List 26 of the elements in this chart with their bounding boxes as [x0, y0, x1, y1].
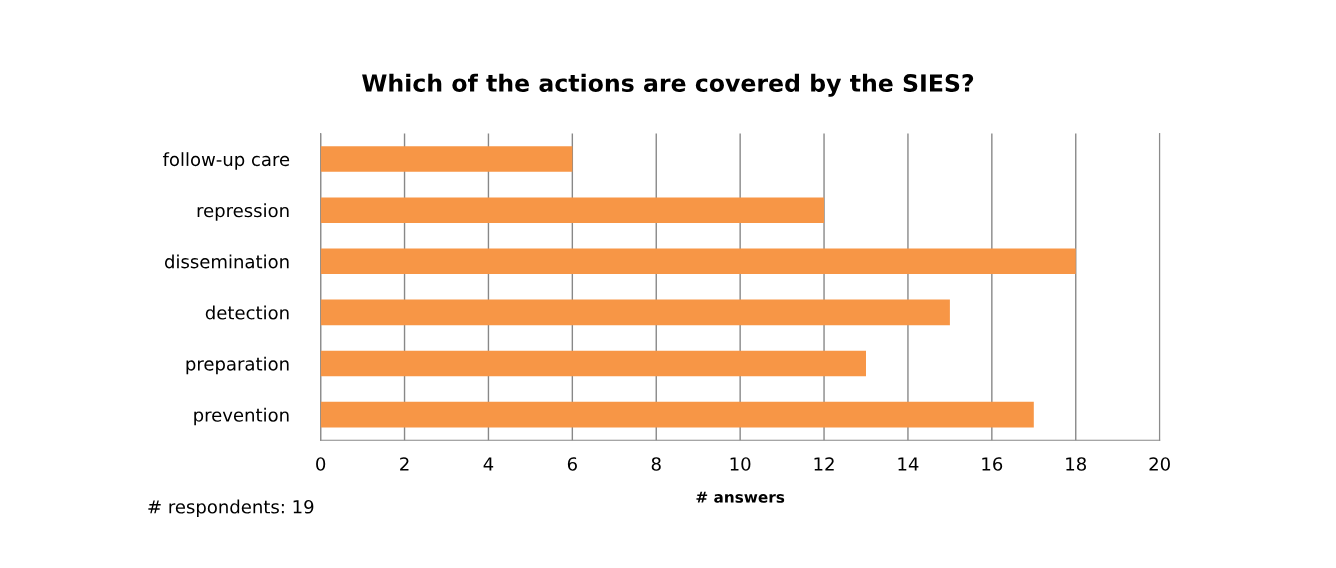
x-tick-label: 16 — [982, 457, 1003, 471]
chart-title: Which of the actions are covered by the SIES? — [362, 73, 974, 97]
x-tick-label: 0 — [316, 457, 326, 471]
bar — [320, 197, 825, 223]
y-tick-label: preparation — [186, 356, 289, 375]
y-tick-label: repression — [197, 203, 289, 221]
x-tick-label: 12 — [814, 457, 834, 471]
x-tick-label: 6 — [567, 457, 577, 471]
bar — [320, 350, 866, 377]
bar — [320, 401, 1034, 428]
x-axis-title: # answers — [696, 491, 785, 503]
y-tick-label: detection — [205, 305, 289, 320]
y-tick-label: prevention — [194, 407, 289, 426]
x-tick-label: 2 — [400, 457, 409, 471]
x-tick-label: 10 — [730, 457, 751, 471]
text: # respondents: 19 — [148, 499, 314, 518]
bar — [320, 299, 950, 326]
x-tick-label: 4 — [483, 457, 494, 471]
y-tick-label: follow-up care — [162, 152, 290, 170]
bar — [320, 146, 573, 172]
x-tick-label: 14 — [898, 457, 919, 471]
x-tick-label: 20 — [1149, 457, 1170, 471]
bar — [320, 248, 1076, 275]
x-tick-label: 8 — [651, 457, 661, 471]
x-tick-label: 18 — [1066, 457, 1086, 471]
y-tick-label: dissemination — [164, 254, 289, 269]
